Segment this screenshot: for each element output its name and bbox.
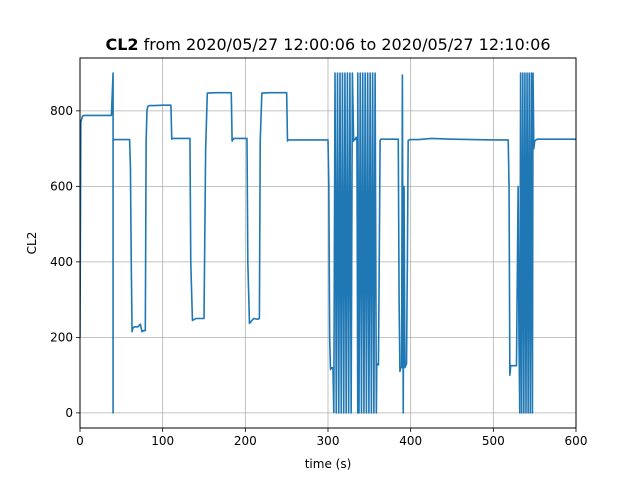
cl2-series-line-segment-1	[80, 72, 335, 414]
y-tick-label: 200	[50, 330, 73, 344]
y-axis-ticks: 0 200 400 600 800	[50, 104, 80, 420]
cl2-series-line-segment-3	[382, 72, 576, 414]
x-tick-label: 400	[399, 434, 422, 448]
x-axis-ticks: 0 100 200 300 400 500 600	[76, 428, 587, 448]
y-tick-label: 600	[50, 179, 73, 193]
grid-lines	[79, 58, 577, 428]
y-tick-label: 0	[65, 406, 73, 420]
y-tick-label: 400	[50, 255, 73, 269]
x-tick-label: 0	[76, 434, 84, 448]
x-tick-label: 200	[234, 434, 257, 448]
chart-title-bold: CL2	[105, 35, 138, 54]
x-tick-label: 500	[482, 434, 505, 448]
y-tick-label: 800	[50, 104, 73, 118]
y-axis-label: CL2	[25, 232, 39, 255]
chart-title: CL2 from 2020/05/27 12:00:06 to 2020/05/…	[105, 35, 550, 54]
chart-title-rest: from 2020/05/27 12:00:06 to 2020/05/27 1…	[139, 35, 551, 54]
x-tick-label: 100	[151, 434, 174, 448]
x-tick-label: 600	[565, 434, 588, 448]
cl2-series-line-segment-2	[332, 72, 383, 414]
plot-area	[80, 72, 576, 414]
x-axis-label: time (s)	[305, 457, 352, 471]
series-layer	[80, 72, 576, 414]
x-tick-label: 300	[317, 434, 340, 448]
